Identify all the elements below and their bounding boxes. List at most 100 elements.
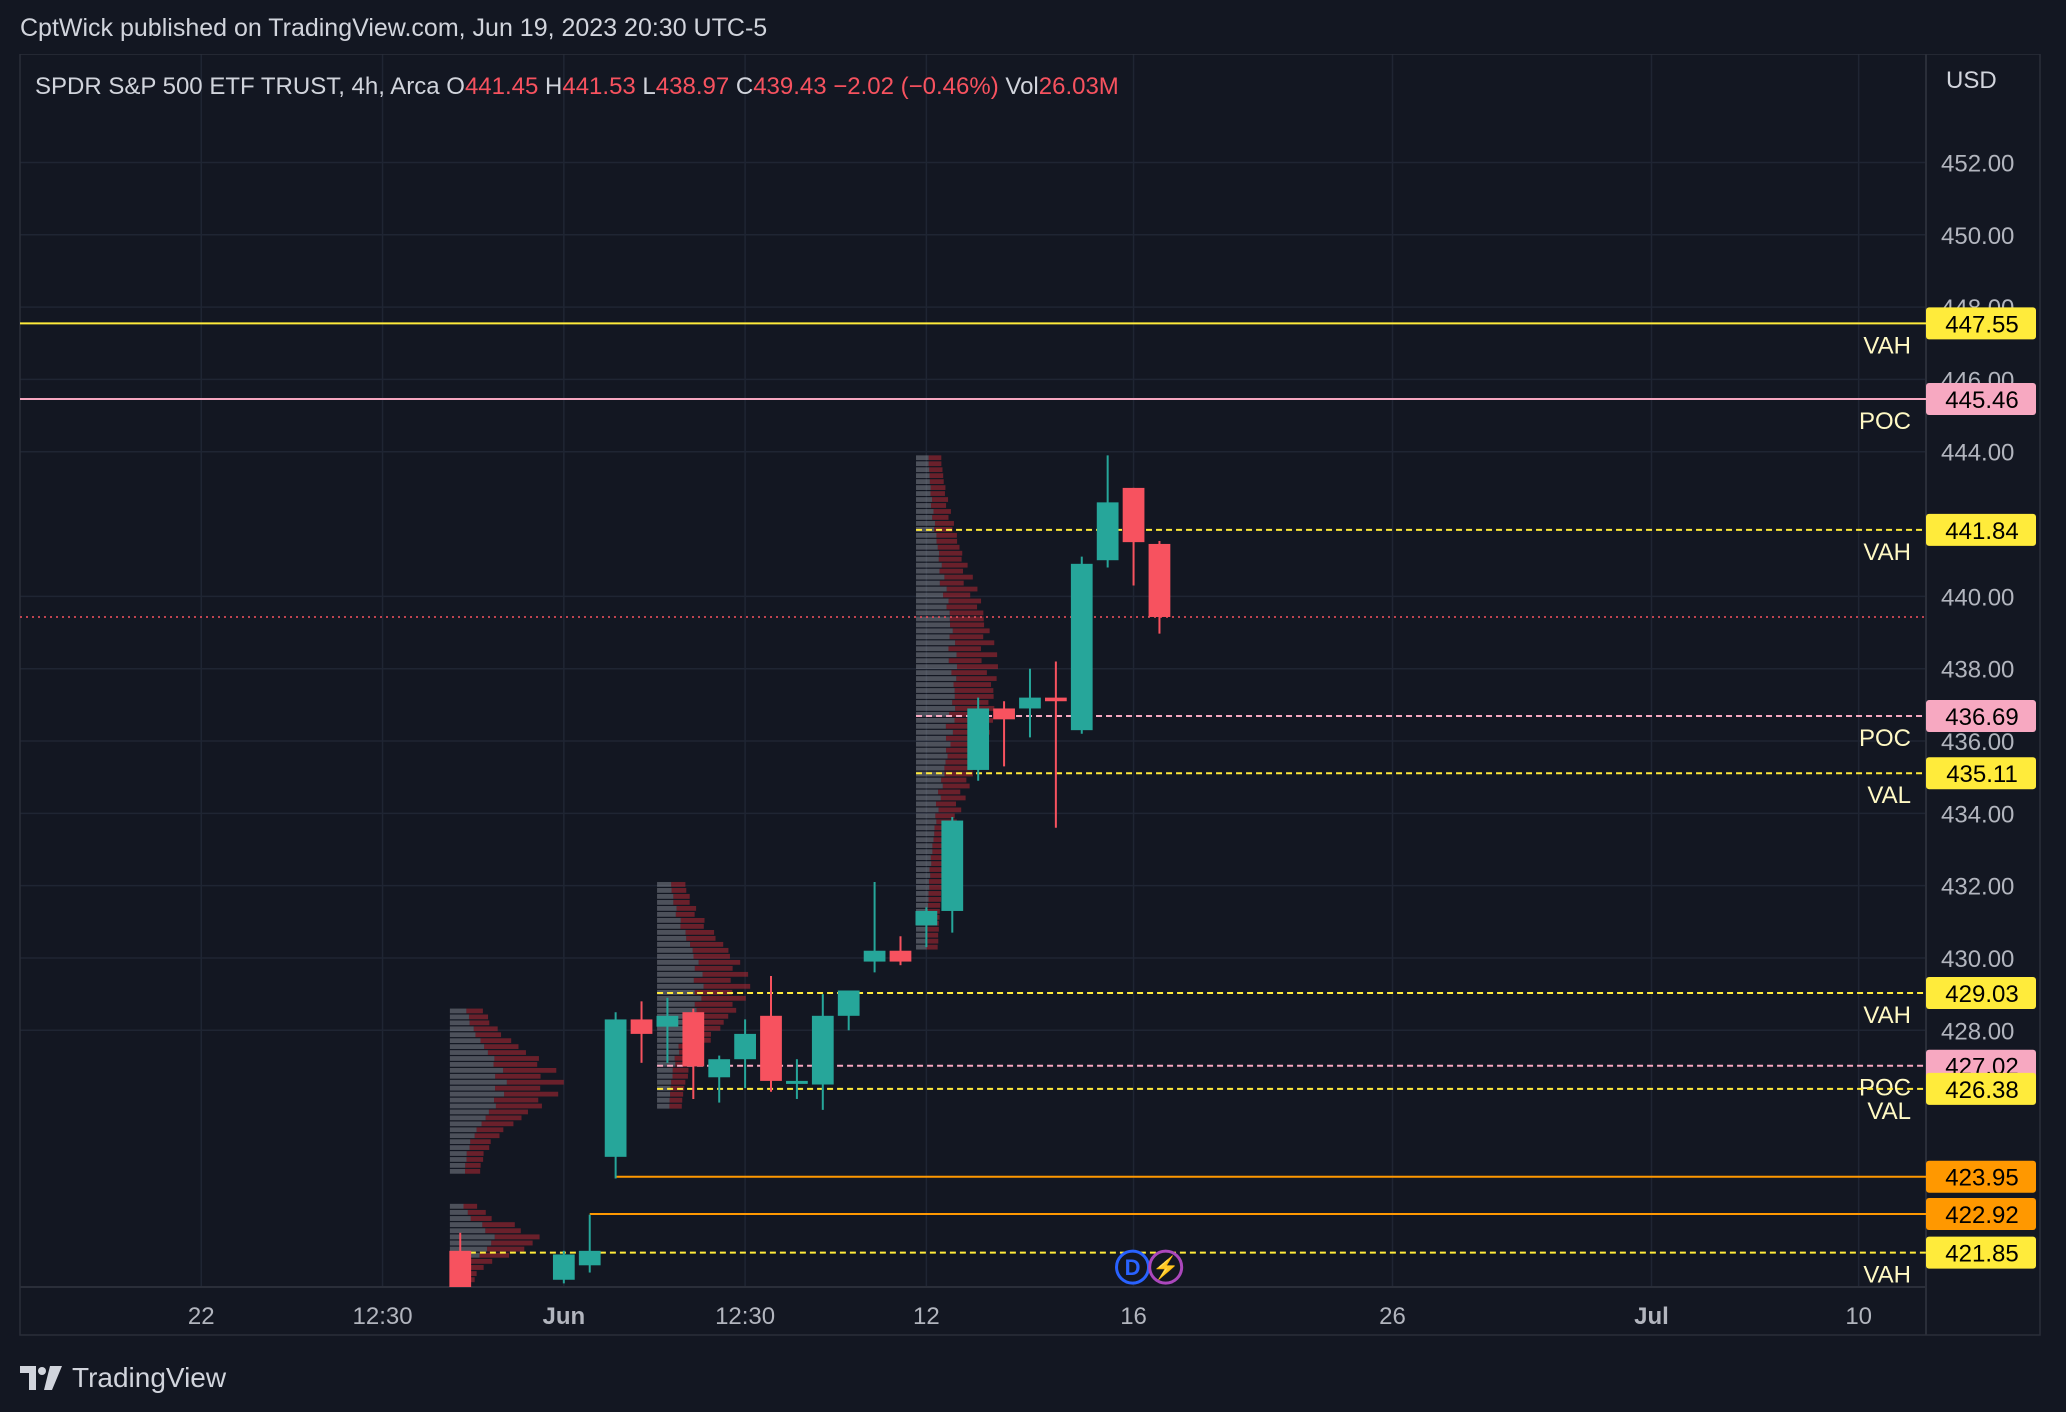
volume-profile-bar-up <box>449 1151 467 1156</box>
volume-profile-bar-up <box>657 977 694 983</box>
level-price-text: 436.69 <box>1945 704 2018 731</box>
level-price-text: 429.03 <box>1945 981 2018 1008</box>
volume-profile-bar-down <box>948 658 982 664</box>
volume-profile-bar-up <box>916 944 927 950</box>
volume-profile-bar-down <box>495 1073 541 1079</box>
volume-profile-bar-up <box>449 1203 464 1209</box>
volume-profile-bar-up <box>916 610 950 616</box>
volume-profile-bar-up <box>916 455 929 461</box>
level-label: VAL <box>1867 782 1911 809</box>
publish-info: CptWick published on TradingView.com, Ju… <box>20 14 768 42</box>
volume-profile-bar-up <box>657 953 694 959</box>
volume-profile-bar-up <box>916 938 928 944</box>
volume-profile-bar-up <box>449 1079 507 1085</box>
volume-profile-bar-down <box>930 485 946 490</box>
volume-profile-bar-down <box>944 765 973 771</box>
volume-profile-bar-down <box>672 1073 688 1079</box>
volume-profile-bar-down <box>688 1025 721 1031</box>
volume-profile-bar-down <box>952 628 990 634</box>
volume-profile-bar-down <box>952 700 989 705</box>
level-price-text: 426.38 <box>1945 1077 2018 1104</box>
tradingview-logo-icon <box>20 1366 62 1390</box>
volume-profile-bar-up <box>916 592 944 598</box>
volume-profile-bar-down <box>671 882 686 887</box>
footer[interactable]: TradingView <box>20 1358 226 1398</box>
volume-profile-bar-down <box>471 1258 493 1264</box>
candle-body <box>708 1059 731 1078</box>
level-price-text: 445.46 <box>1945 387 2018 414</box>
volume-profile-bar-up <box>449 1115 486 1121</box>
volume-profile-bar-up <box>657 1097 670 1103</box>
volume-profile-bar-down <box>703 983 751 989</box>
volume-profile-bar-down <box>467 1209 486 1215</box>
volume-profile-bar-down <box>671 888 687 893</box>
volume-profile-bar-up <box>916 568 940 574</box>
volume-profile-bar-up <box>657 894 674 899</box>
volume-profile-bar-up <box>916 467 930 473</box>
x-tick-label: 12 <box>913 1303 940 1330</box>
volume-profile-bar-down <box>474 1133 500 1139</box>
volume-profile-bar-down <box>939 580 964 586</box>
volume-profile-bar-down <box>693 977 731 983</box>
level-label: VAH <box>1863 1262 1911 1289</box>
volume-profile-bar-up <box>657 1103 670 1109</box>
volume-profile-bar-up <box>916 586 947 592</box>
volume-profile-bar-up <box>449 1026 474 1032</box>
legend-o-value: 441.45 <box>465 73 538 100</box>
volume-profile-bar-down <box>491 1240 533 1246</box>
volume-profile-bar-down <box>465 1168 481 1174</box>
volume-profile-bar-down <box>929 479 944 485</box>
volume-profile-bar-down <box>680 917 705 923</box>
volume-profile-bar-up <box>916 801 937 807</box>
volume-profile-bar-up <box>657 923 681 929</box>
volume-profile-bar-down <box>495 1085 541 1091</box>
currency-label: USD <box>1946 67 1997 94</box>
volume-profile-bar-down <box>466 1151 484 1156</box>
candle-body <box>915 910 938 926</box>
volume-profile-bar-up <box>916 622 951 628</box>
volume-profile-bar-down <box>939 550 963 556</box>
volume-profile-bar-down <box>932 497 949 502</box>
volume-profile-bar-down <box>928 455 942 461</box>
legend-c-value: 439.43 <box>753 73 826 100</box>
level-price-badge <box>1926 757 2036 790</box>
volume-profile-bar-down <box>929 867 944 872</box>
volume-profile-bar-down <box>465 1163 481 1168</box>
volume-profile-bar-up <box>657 1073 673 1079</box>
volume-profile-bar-down <box>701 995 746 1001</box>
candle-body <box>1122 487 1145 543</box>
volume-profile-bar-down <box>938 556 962 562</box>
volume-profile-bar-up <box>916 825 935 831</box>
volume-profile-bar-up <box>916 670 952 675</box>
x-tick-label: 12:30 <box>353 1303 413 1330</box>
volume-profile-bar-down <box>494 1097 539 1103</box>
volume-profile-bar-down <box>943 592 971 598</box>
volume-profile-bar-down <box>932 515 949 520</box>
x-tick-label: 22 <box>188 1303 215 1330</box>
volume-profile-bar-down <box>951 670 987 675</box>
volume-profile-bar-up <box>916 843 933 849</box>
volume-profile-bar-down <box>927 932 939 938</box>
volume-profile-bar-up <box>916 837 934 843</box>
volume-profile-bar-up <box>657 1079 672 1085</box>
lightning-icon-text: ⚡ <box>1152 1255 1179 1281</box>
volume-profile-bar-up <box>916 461 929 467</box>
level-price-text: 441.84 <box>1945 518 2018 545</box>
volume-profile-bar-up <box>916 544 938 550</box>
volume-profile-bar-down <box>934 526 953 532</box>
price-chart[interactable]: 452.00450.00448.00446.00444.00440.00438.… <box>0 54 2066 1354</box>
volume-profile-bar-up <box>449 1127 477 1133</box>
volume-profile-bar-up <box>916 813 936 819</box>
volume-profile-bar-up <box>449 1056 495 1061</box>
level-price-badge <box>1926 513 2036 546</box>
volume-profile-bar-down <box>953 682 992 687</box>
volume-profile-bar-down <box>946 604 978 610</box>
volume-profile-bar-down <box>930 491 945 496</box>
volume-profile-bar-up <box>916 783 943 789</box>
level-label: VAH <box>1863 539 1911 566</box>
level-price-badge <box>1926 382 2036 415</box>
volume-profile-bar-down <box>954 694 994 699</box>
time-axis-panel <box>20 1287 1926 1335</box>
volume-profile-bar-up <box>449 1097 495 1103</box>
volume-profile-bar-down <box>928 879 942 884</box>
